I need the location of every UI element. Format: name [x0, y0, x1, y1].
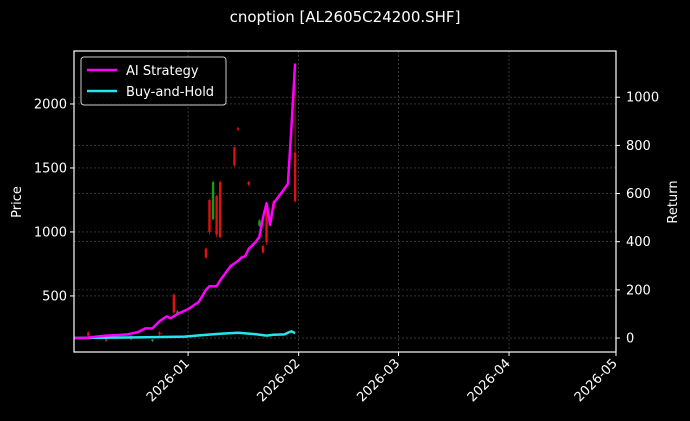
y2-tick-label: 800 — [626, 139, 651, 154]
ai-strategy-line — [74, 63, 297, 340]
candle-body — [158, 332, 161, 335]
y2-tick-label: 1000 — [626, 91, 659, 106]
x-tick-label: 2026-04 — [465, 356, 514, 405]
y-tick-label: 500 — [42, 289, 67, 304]
x-date-axis: 2026-01 2026-02 2026-03 2026-04 2026-05 — [144, 352, 621, 405]
candle-body — [104, 338, 108, 341]
candle-body — [293, 152, 297, 202]
candle-body — [211, 182, 215, 220]
return-lines — [73, 63, 297, 340]
chart-title: cnoption [AL2605C24200.SHF] — [229, 8, 461, 26]
y-tick-label: 1500 — [34, 161, 67, 176]
candle-body — [215, 196, 218, 235]
candle-body — [247, 182, 250, 185]
candle-body — [233, 147, 236, 166]
x-tick-label: 2026-01 — [144, 356, 193, 405]
y-tick-label: 2000 — [34, 97, 67, 112]
y-axis-label-price: Price — [10, 186, 25, 218]
candle-body — [176, 311, 179, 314]
candle-body — [258, 220, 261, 226]
y2-tick-label: 400 — [626, 235, 651, 250]
plot-frame — [73, 50, 617, 353]
candle-body — [261, 246, 265, 253]
candle-body — [236, 128, 240, 130]
candlestick-series — [87, 68, 297, 343]
y-tick-label: 1000 — [34, 225, 67, 240]
candle-body — [208, 199, 211, 232]
candle-body — [151, 339, 154, 341]
candle-body — [204, 248, 208, 258]
right-return-axis: 0 200 400 600 800 1000 — [616, 91, 659, 347]
left-price-axis: 500 1000 1500 2000 — [34, 97, 74, 304]
buy-and-hold-line — [73, 330, 296, 340]
legend-label-buy-and-hold: Buy-and-Hold — [126, 85, 214, 100]
legend-label-ai-strategy: AI Strategy — [126, 64, 199, 79]
x-tick-label: 2026-02 — [254, 356, 303, 405]
legend-box — [80, 56, 227, 106]
y-axis-label-return: Return — [666, 180, 681, 223]
y2-tick-label: 200 — [626, 283, 651, 298]
candle-body — [265, 206, 268, 243]
candle-body — [218, 182, 222, 238]
y2-tick-label: 0 — [626, 332, 634, 347]
x-tick-label: 2026-05 — [572, 356, 621, 405]
legend: AI Strategy Buy-and-Hold — [80, 56, 227, 106]
candle-body — [87, 332, 90, 336]
candle-body — [172, 294, 176, 313]
y2-tick-label: 600 — [626, 187, 651, 202]
x-tick-label: 2026-03 — [354, 356, 403, 405]
